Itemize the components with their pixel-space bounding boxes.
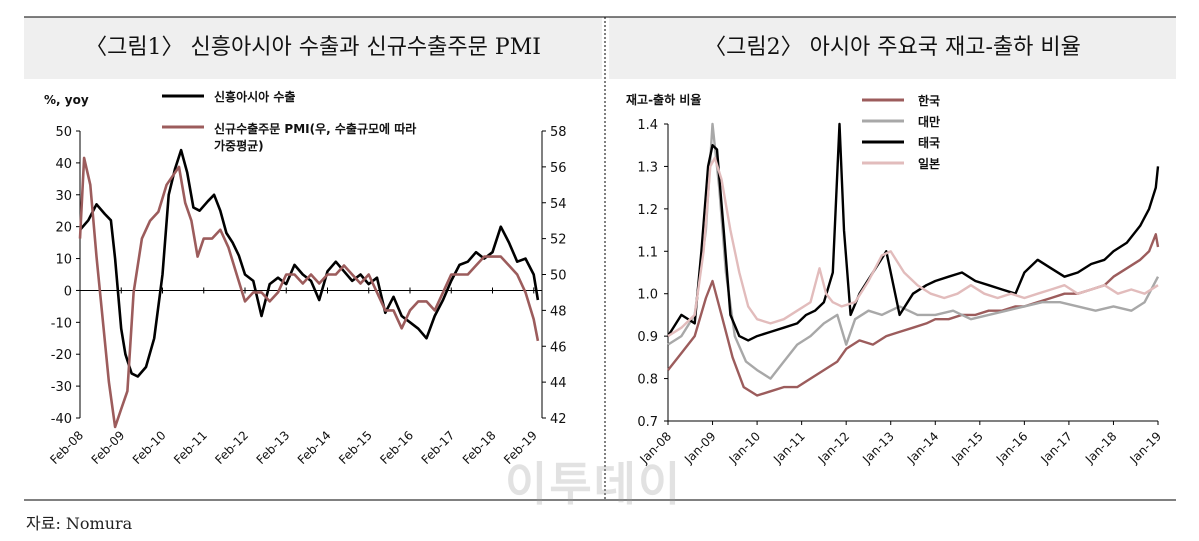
chart1-x-tick-label: Feb-12 — [212, 428, 251, 467]
chart1-x-tick-label: Feb-14 — [295, 428, 334, 467]
chart2-x-tick-label: Jan-17 — [1037, 429, 1075, 467]
chart2-legend-label-4: 일본 — [918, 157, 940, 171]
chart1-right-tick-label: 44 — [550, 376, 567, 391]
chart1-left-tick-label: -10 — [51, 316, 72, 331]
chart2-title-band — [609, 17, 1176, 79]
chart2-y-axis-label: 재고-출하 비율 — [626, 92, 701, 107]
chart1-title-band — [24, 17, 602, 79]
chart2-y-tick-label: 1.3 — [637, 160, 658, 175]
chart1-series-line-1 — [79, 148, 540, 378]
chart1-x-tick-label: Feb-16 — [377, 428, 416, 467]
chart2-series-line-4 — [667, 156, 1159, 338]
chart1-left-tick-label: 40 — [55, 157, 72, 172]
chart1-left-tick-label: -40 — [51, 412, 72, 427]
chart2-x-tick-label: Jan-10 — [726, 429, 764, 467]
chart1-x-tick-label: Feb-09 — [89, 428, 128, 467]
chart2-legend-label-2: 대만 — [918, 114, 940, 129]
chart1-right-tick-label: 52 — [550, 233, 567, 248]
chart2-title: 〈그림2〉 아시아 주요국 재고-출하 비율 — [704, 35, 1081, 60]
chart1-series-line-2 — [78, 156, 540, 429]
chart2-x-tick-label: Jan-14 — [904, 429, 942, 467]
chart2-y-tick-label: 1.4 — [637, 118, 658, 133]
chart1-x-tick-label: Feb-08 — [47, 428, 86, 467]
chart2-y-tick-label: 0.8 — [637, 373, 658, 388]
chart1-left-tick-label: 0 — [64, 284, 72, 299]
chart1-x-tick-label: Feb-15 — [336, 428, 375, 467]
chart2-x-tick-label: Jan-15 — [948, 429, 986, 467]
chart1-right-tick-label: 54 — [550, 197, 567, 212]
chart2-series-line-1 — [667, 233, 1160, 397]
chart2-x-tick-label: Jan-16 — [993, 429, 1031, 467]
chart2-x-tick-label: Jan-12 — [815, 429, 853, 467]
chart1-right-tick-label: 42 — [550, 412, 567, 427]
chart1-right-tick-label: 48 — [550, 304, 567, 319]
chart1-left-tick-label: -30 — [51, 380, 72, 395]
chart2-x-tick-label: Jan-19 — [1127, 429, 1165, 467]
chart1-x-tick-label: Feb-18 — [460, 428, 499, 467]
chart1-y-axis-label: %, yoy — [44, 93, 89, 107]
chart1-right-tick-label: 56 — [550, 161, 567, 176]
chart1-left-tick-label: 10 — [55, 253, 72, 268]
chart2-y-tick-label: 0.7 — [637, 415, 658, 430]
chart1-left-tick-label: 50 — [55, 125, 72, 140]
chart1-x-tick-label: Feb-10 — [130, 428, 169, 467]
chart1-left-tick-label: -20 — [51, 348, 72, 363]
chart2-x-tick-label: Jan-11 — [770, 429, 808, 467]
chart1-legend-label-1: 신흥아시아 수출 — [214, 89, 295, 104]
chart2-x-tick-label: Jan-09 — [681, 429, 719, 467]
watermark-logo: 이투데이 — [505, 457, 683, 511]
chart1-left-tick-label: 20 — [55, 221, 72, 236]
chart2-y-tick-label: 1.2 — [637, 203, 658, 218]
chart2-y-tick-label: 1.0 — [637, 288, 658, 303]
chart1-legend-label-2a: 신규수출주문 PMI(우, 수출규모에 따라 — [214, 121, 416, 136]
chart1-legend-label-2b: 가중평균) — [214, 138, 264, 153]
source-note: 자료: Nomura — [26, 514, 133, 533]
chart1-x-tick-label: Feb-17 — [419, 428, 458, 467]
chart2-x-tick-label: Jan-13 — [859, 429, 897, 467]
chart1-right-tick-label: 50 — [550, 269, 567, 284]
chart1-left-tick-label: 30 — [55, 189, 72, 204]
chart1: 50 40 30 20 10 0 -10 -20 -30 -40 58 56 54 52 50 48 46 44 4… — [44, 89, 567, 467]
chart2-series-line-2 — [667, 122, 1160, 380]
chart1-title: 〈그림1〉 신흥아시아 수출과 신규수출주문 PMI — [85, 35, 541, 60]
chart1-x-tick-label: Feb-13 — [254, 428, 293, 467]
chart2-y-tick-label: 0.9 — [637, 330, 658, 345]
chart1-right-tick-label: 46 — [550, 340, 567, 355]
chart1-right-tick-label: 58 — [550, 125, 567, 140]
chart2-legend-label-1: 한국 — [918, 93, 940, 108]
chart2-x-tick-label: Jan-18 — [1082, 429, 1120, 467]
chart2-y-tick-label: 1.1 — [637, 245, 658, 260]
chart1-x-tick-label: Feb-11 — [171, 428, 210, 467]
chart2-legend-label-3: 태국 — [918, 135, 940, 150]
